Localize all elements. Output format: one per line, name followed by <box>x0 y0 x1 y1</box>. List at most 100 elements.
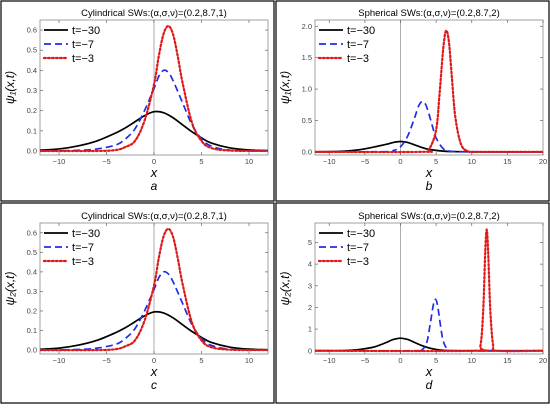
panel-sublabel: b <box>426 179 433 193</box>
y-axis-label: ψ₂(x,t) <box>3 272 17 306</box>
x-tick-label: 20 <box>539 157 547 166</box>
series-line-2 <box>315 228 543 353</box>
x-tick-label: 5 <box>199 157 203 166</box>
panel-a: −10 −5 0 5 10 0.0 0.1 0.2 0.3 0.4 0.5 0.6 Cylindrica… <box>0 0 275 202</box>
y-tick-label: 0.5 <box>27 248 37 257</box>
x-tick-label: 20 <box>539 356 547 365</box>
x-tick-label: 10 <box>245 157 253 166</box>
x-tick-label: 5 <box>199 356 203 365</box>
y-tick-label: 0.0 <box>27 146 37 155</box>
y-tick-label: 5 <box>308 238 312 247</box>
legend-label-0: t=−30 <box>347 25 375 37</box>
y-tick-label: 1 <box>308 325 312 334</box>
x-tick-label: −5 <box>361 157 370 166</box>
series-line-2 <box>40 227 268 352</box>
y-tick-label: 2.0 <box>302 22 312 31</box>
x-tick-label: 10 <box>468 157 476 166</box>
legend-label-0: t=−30 <box>72 25 100 37</box>
panel-d: −10 −5 0 5 10 15 20 0 1 2 3 4 5 Spherical SWs:(α,σ,ν)… <box>275 202 550 404</box>
series-line-2 <box>40 24 268 153</box>
x-tick-label: 15 <box>503 157 511 166</box>
panel-sublabel: c <box>151 378 157 392</box>
plot-area <box>314 19 544 156</box>
panel-c: −10 −5 0 5 10 0.0 0.1 0.2 0.3 0.4 0.5 0.6 Cylindrica… <box>0 202 275 404</box>
y-tick-label: 0.1 <box>27 126 37 135</box>
y-tick-label: 1.0 <box>302 85 312 94</box>
x-tick-label: 0 <box>398 356 402 365</box>
panel-frame <box>275 202 550 404</box>
legend-label-1: t=−7 <box>72 242 94 254</box>
y-tick-label: 0.6 <box>27 228 37 237</box>
panel-frame <box>0 202 275 404</box>
x-tick-label: 10 <box>245 356 253 365</box>
panel-frame <box>0 0 275 202</box>
x-tick-label: −5 <box>361 356 370 365</box>
legend-label-0: t=−30 <box>347 228 375 240</box>
x-tick-label: 0 <box>152 157 156 166</box>
panel-title: Spherical SWs:(α,σ,ν)=(0.2,8.7,2) <box>358 211 500 222</box>
x-tick-label: 5 <box>434 356 438 365</box>
y-tick-label: 0.3 <box>27 287 37 296</box>
panel-title: Spherical SWs:(α,σ,ν)=(0.2,8.7,2) <box>358 8 500 19</box>
y-tick-label: 0.4 <box>27 66 37 75</box>
panel-sublabel: d <box>426 378 433 392</box>
x-tick-label: 15 <box>503 356 511 365</box>
x-axis-label: x <box>150 165 158 180</box>
x-tick-label: 0 <box>152 356 156 365</box>
legend-label-2: t=−3 <box>347 53 369 65</box>
x-tick-label: −5 <box>102 157 111 166</box>
legend-label-1: t=−7 <box>347 242 369 254</box>
x-tick-label: −5 <box>102 356 111 365</box>
panel-b: −10 −5 0 5 10 15 20 0.0 0.5 1.0 1.5 2.0 Spherical SW… <box>275 0 550 202</box>
y-tick-label: 0.4 <box>27 267 37 276</box>
panel-frame <box>275 0 550 202</box>
plot-area <box>314 222 544 355</box>
y-tick-label: 0.2 <box>27 106 37 115</box>
panel-title: Cylindrical SWs:(α,σ,ν)=(0.2,8.7,1) <box>81 8 227 19</box>
y-tick-label: 0.0 <box>302 147 312 156</box>
series-line-0 <box>40 110 268 152</box>
x-tick-label: −10 <box>53 356 66 365</box>
x-axis-label: x <box>425 165 433 180</box>
y-tick-label: 0.0 <box>27 346 37 355</box>
y-tick-label: 0.5 <box>302 116 312 125</box>
legend-label-1: t=−7 <box>347 39 369 51</box>
x-tick-label: 10 <box>468 356 476 365</box>
x-tick-label: −10 <box>323 356 336 365</box>
series-line-0 <box>40 310 268 351</box>
legend-label-2: t=−3 <box>72 256 94 268</box>
series-line-1 <box>40 270 268 351</box>
legend-label-2: t=−3 <box>347 256 369 268</box>
panel-title: Cylindrical SWs:(α,σ,ν)=(0.2,8.7,1) <box>81 211 227 222</box>
series-line-1 <box>40 69 268 152</box>
y-tick-label: 0.5 <box>27 46 37 55</box>
legend-label-2: t=−3 <box>72 53 94 65</box>
y-tick-label: 3 <box>308 281 312 290</box>
y-tick-label: 2 <box>308 303 312 312</box>
series-line-2 <box>315 29 543 154</box>
series-line-1 <box>315 100 543 153</box>
x-axis-label: x <box>150 364 158 379</box>
legend-label-0: t=−30 <box>72 228 100 240</box>
y-axis-label: ψ₁(x,t) <box>278 71 292 104</box>
x-tick-label: 5 <box>434 157 438 166</box>
y-axis-label: ψ₁(x,t) <box>3 71 17 104</box>
x-tick-label: 0 <box>398 157 402 166</box>
panel-sublabel: a <box>151 179 158 193</box>
series-line-1 <box>315 298 543 352</box>
x-axis-label: x <box>425 364 433 379</box>
y-tick-label: 4 <box>308 260 312 269</box>
y-tick-label: 1.5 <box>302 53 312 62</box>
y-tick-label: 0.1 <box>27 326 37 335</box>
y-tick-label: 0.2 <box>27 306 37 315</box>
y-axis-label: ψ₂(x,t) <box>278 272 292 306</box>
y-tick-label: 0.3 <box>27 86 37 95</box>
x-tick-label: −10 <box>53 157 66 166</box>
y-tick-label: 0.6 <box>27 26 37 35</box>
y-tick-label: 0 <box>308 346 312 355</box>
legend-label-1: t=−7 <box>72 39 94 51</box>
x-tick-label: −10 <box>323 157 336 166</box>
